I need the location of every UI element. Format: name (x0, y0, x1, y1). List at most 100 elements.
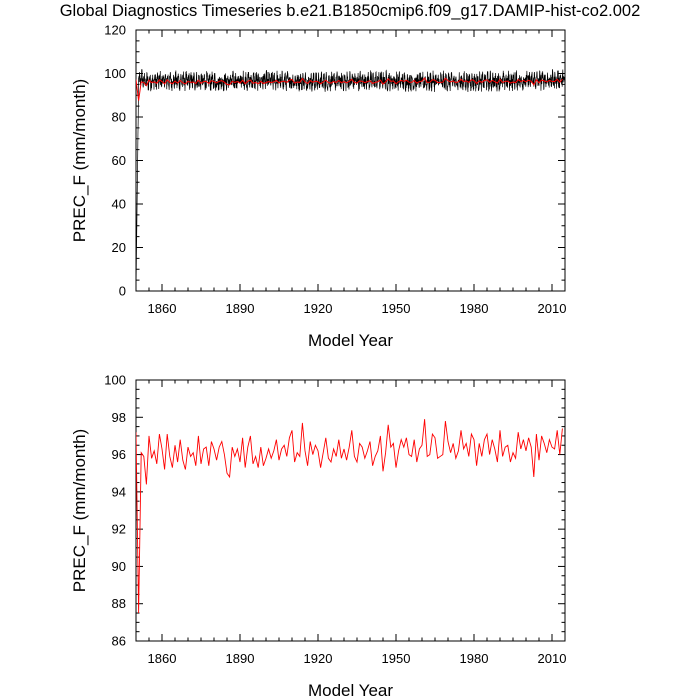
annual-point-1879 (211, 441, 212, 442)
annual-point-1877 (206, 81, 207, 82)
annual-series-line (136, 419, 563, 614)
annual-point-1887 (232, 81, 233, 82)
annual-point-1913 (299, 456, 300, 457)
annual-point-1948 (390, 81, 391, 82)
x-tick-label-1950: 1950 (382, 301, 411, 316)
annual-point-1856 (151, 458, 152, 459)
annual-point-1888 (234, 456, 235, 457)
annual-point-2013 (559, 454, 560, 455)
annual-point-1854 (146, 484, 147, 485)
annual-point-1917 (310, 80, 311, 81)
x-tick-label-1890: 1890 (226, 651, 255, 666)
annual-point-1853 (143, 456, 144, 457)
annual-point-1974 (458, 450, 459, 451)
annual-point-1957 (414, 80, 415, 81)
annual-point-1943 (377, 81, 378, 82)
annual-point-1889 (237, 81, 238, 82)
annual-point-1979 (471, 433, 472, 434)
x-tick-label-1920: 1920 (304, 301, 333, 316)
annual-point-1984 (484, 439, 485, 440)
annual-point-1960 (421, 445, 422, 446)
annual-point-1902 (271, 458, 272, 459)
annual-point-1929 (341, 82, 342, 83)
annual-point-1963 (429, 454, 430, 455)
annual-point-1864 (172, 83, 173, 84)
annual-point-1911 (294, 82, 295, 83)
annual-point-1901 (268, 81, 269, 82)
annual-point-1977 (466, 443, 467, 444)
annual-point-1931 (346, 82, 347, 83)
annual-point-1864 (172, 467, 173, 468)
annual-point-1991 (502, 82, 503, 83)
annual-point-1896 (255, 82, 256, 83)
annual-point-1922 (323, 81, 324, 82)
annual-point-1988 (494, 448, 495, 449)
annual-point-1908 (286, 456, 287, 457)
annual-point-1898 (260, 81, 261, 82)
annual-point-1874 (198, 435, 199, 436)
annual-point-1909 (289, 437, 290, 438)
annual-point-1976 (463, 448, 464, 449)
annual-point-1923 (325, 80, 326, 81)
annual-point-1868 (182, 82, 183, 83)
annual-point-1893 (247, 447, 248, 448)
annual-point-1944 (380, 79, 381, 80)
annual-point-1859 (159, 79, 160, 80)
annual-point-1954 (406, 437, 407, 438)
annual-point-1924 (328, 458, 329, 459)
annual-point-1975 (460, 79, 461, 80)
annual-point-1953 (403, 447, 404, 448)
annual-point-2009 (549, 80, 550, 81)
annual-point-2009 (549, 439, 550, 440)
annual-point-1972 (453, 80, 454, 81)
annual-point-1941 (372, 465, 373, 466)
annual-point-1941 (372, 83, 373, 84)
annual-point-1924 (328, 82, 329, 83)
annual-point-1947 (388, 424, 389, 425)
annual-point-1894 (250, 79, 251, 80)
annual-point-1882 (219, 81, 220, 82)
y-tick-label-86: 86 (112, 634, 126, 649)
annual-point-1896 (255, 456, 256, 457)
bottom-plot-frame (135, 379, 566, 642)
annual-point-2004 (536, 79, 537, 80)
annual-point-1921 (320, 467, 321, 468)
annual-point-1970 (447, 80, 448, 81)
annual-point-1945 (382, 84, 383, 85)
annual-point-1910 (291, 79, 292, 80)
y-tick-label-40: 40 (112, 197, 126, 212)
annual-point-1861 (164, 469, 165, 470)
annual-point-1912 (297, 452, 298, 453)
top-series-group (136, 69, 565, 291)
annual-point-1884 (224, 82, 225, 83)
annual-point-1860 (161, 81, 162, 82)
annual-point-2014 (562, 428, 563, 429)
annual-point-1892 (245, 467, 246, 468)
annual-point-1952 (401, 439, 402, 440)
annual-point-1868 (182, 460, 183, 461)
x-tick-label-2010: 2010 (538, 301, 567, 316)
annual-point-1991 (502, 456, 503, 457)
annual-point-1961 (424, 77, 425, 78)
annual-point-1962 (427, 456, 428, 457)
annual-point-1863 (169, 82, 170, 83)
annual-point-1969 (445, 420, 446, 421)
annual-point-1903 (273, 450, 274, 451)
annual-point-2003 (533, 476, 534, 477)
annual-point-2008 (546, 452, 547, 453)
y-axis-title: PREC_F (mm/month) (70, 429, 89, 592)
annual-point-1888 (234, 82, 235, 83)
annual-point-1919 (315, 445, 316, 446)
annual-point-1862 (167, 79, 168, 80)
annual-point-1915 (304, 450, 305, 451)
annual-point-1921 (320, 83, 321, 84)
annual-point-1862 (167, 433, 168, 434)
annual-point-1863 (169, 456, 170, 457)
annual-point-1881 (216, 460, 217, 461)
annual-point-1854 (146, 85, 147, 86)
bottom-series-group (136, 419, 563, 614)
annual-point-1981 (476, 83, 477, 84)
annual-point-1878 (208, 83, 209, 84)
annual-point-2000 (525, 450, 526, 451)
annual-point-1867 (180, 80, 181, 81)
